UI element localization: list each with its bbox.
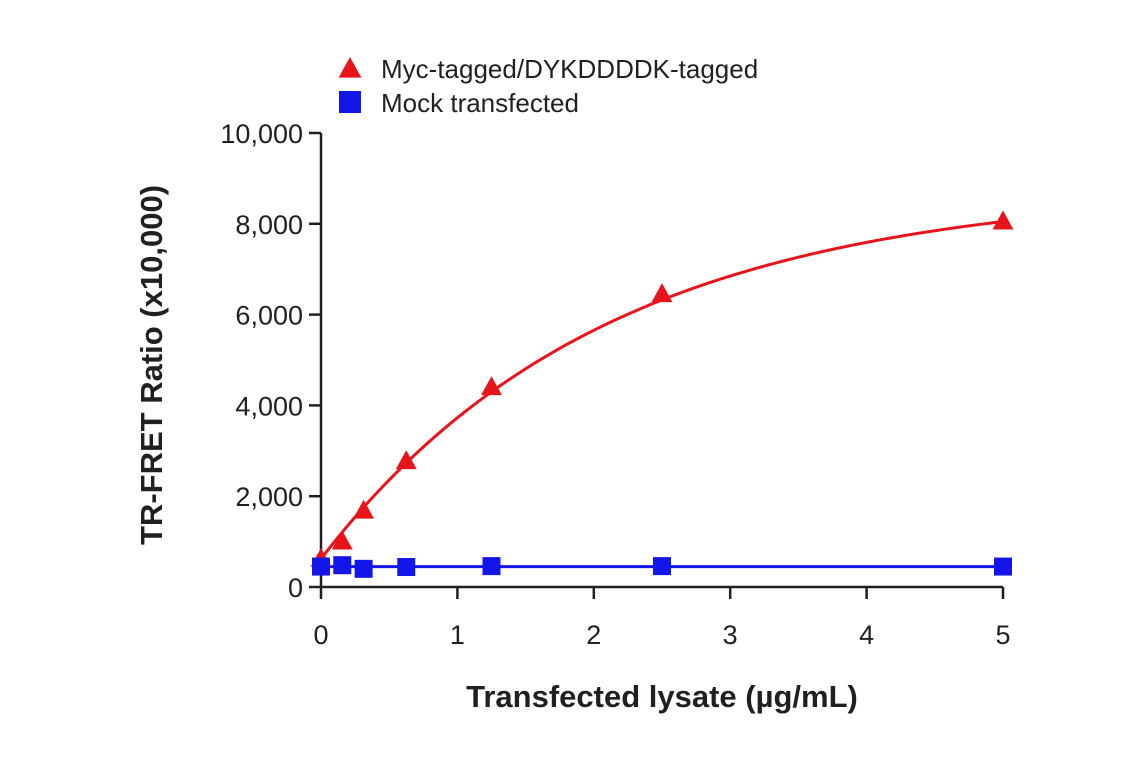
y-tick-label: 2,000 — [235, 482, 303, 512]
series-mock-point — [397, 558, 416, 577]
x-tick-label: 2 — [586, 620, 601, 650]
legend-label-myc: Myc-tagged/DYKDDDDK-tagged — [381, 54, 758, 84]
series-myc-fit-line — [319, 220, 1004, 560]
series-myc-point — [353, 499, 375, 519]
series-mock-point — [994, 557, 1012, 576]
series-mock-point — [482, 557, 501, 576]
series-mock-point — [333, 556, 352, 575]
series-mock-point — [312, 557, 330, 576]
series-myc-point — [395, 450, 417, 470]
y-tick-label: 10,000 — [220, 119, 303, 149]
y-tick-label: 8,000 — [235, 210, 303, 240]
x-tick-label: 0 — [313, 620, 328, 650]
legend: Myc-tagged/DYKDDDDK-tagged Mock transfec… — [338, 54, 758, 118]
legend-marker-square — [339, 91, 361, 113]
plot-area — [310, 210, 1014, 578]
series-myc-point — [651, 283, 673, 303]
series-myc-point — [331, 530, 353, 550]
legend-marker-triangle — [338, 57, 362, 78]
series-mock-point — [653, 557, 671, 576]
x-tick-label: 5 — [995, 620, 1010, 650]
x-tick-label: 3 — [723, 620, 738, 650]
series-myc-point — [992, 210, 1014, 230]
series-myc-point — [481, 376, 502, 396]
y-axis-title: TR-FRET Ratio (x10,000) — [134, 185, 169, 545]
x-tick-label: 4 — [859, 620, 874, 650]
y-tick-label: 6,000 — [235, 301, 303, 331]
axes: 0 2,000 4,000 6,000 8,000 10,000 0 1 2 3 4 5 — [220, 119, 1010, 650]
x-tick-label: 1 — [450, 620, 465, 650]
y-tick-label: 0 — [288, 573, 303, 603]
x-axis-title: Transfected lysate (µg/mL) — [466, 679, 858, 714]
series-mock-point — [354, 559, 373, 578]
legend-label-mock: Mock transfected — [381, 88, 579, 118]
y-tick-label: 4,000 — [235, 391, 303, 421]
